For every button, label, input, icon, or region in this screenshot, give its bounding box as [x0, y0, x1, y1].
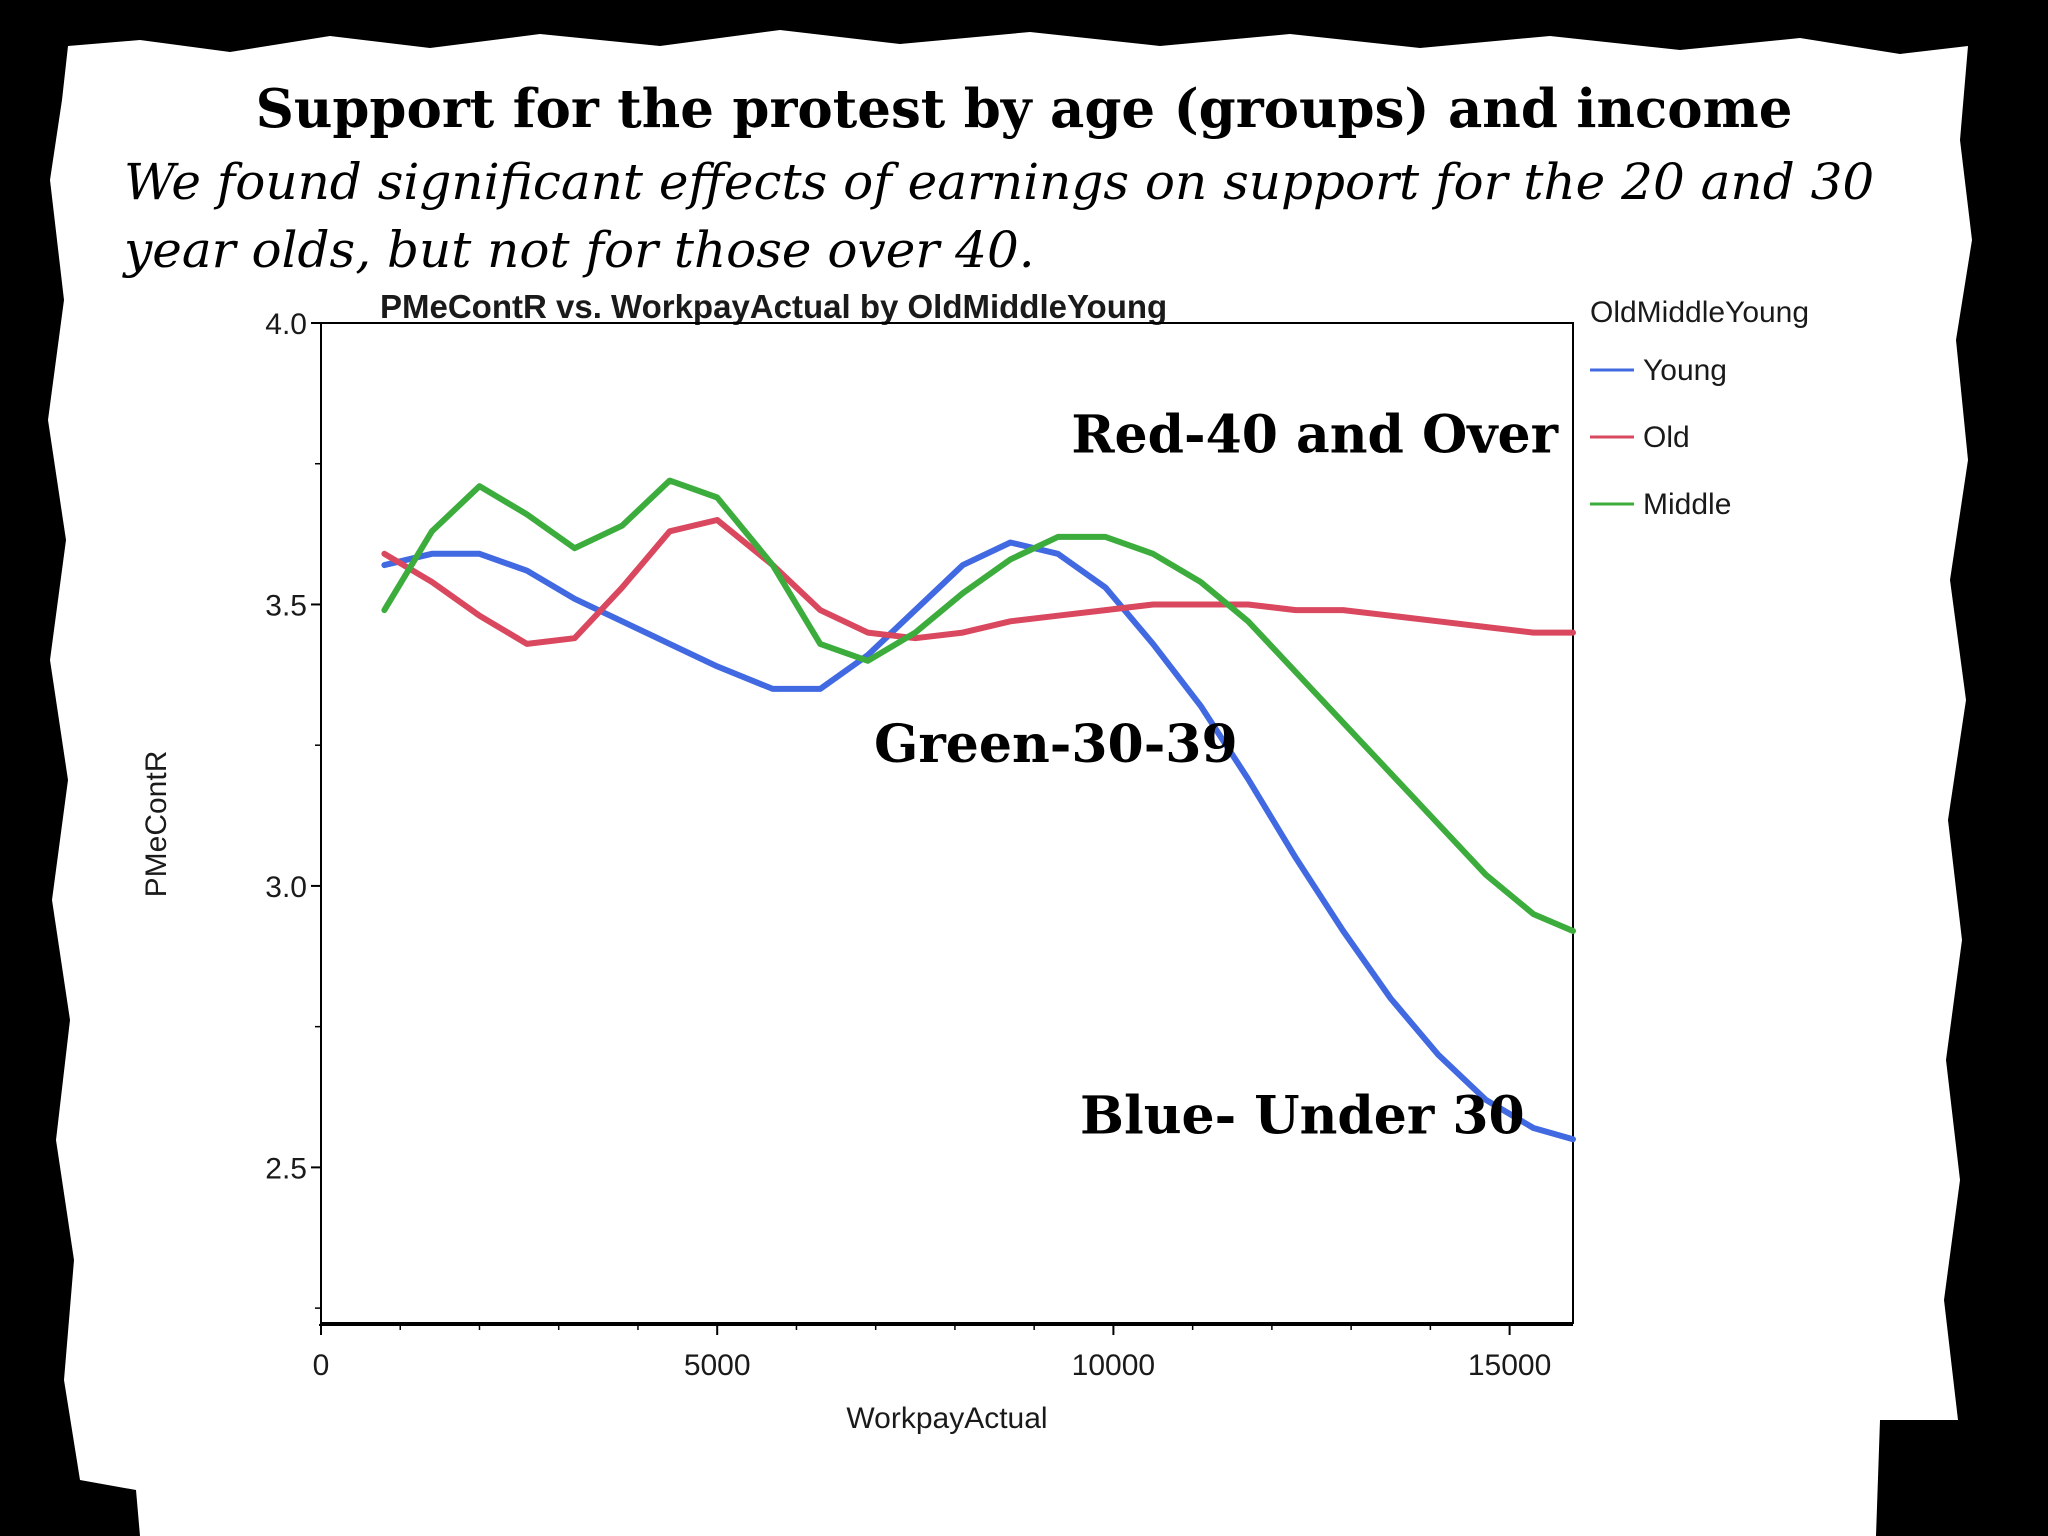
slide-title: Support for the protest by age (groups) … [255, 78, 1793, 140]
legend-title: OldMiddleYoung [1590, 296, 1809, 329]
plot-frame [320, 322, 1574, 1324]
series-line-old [381, 517, 1576, 647]
y-tick-label: 3.5 [265, 589, 307, 622]
y-tick-label: 4.0 [265, 308, 307, 341]
x-tick-label: 15000 [1468, 1349, 1551, 1382]
annotation-label: Green-30-39 [874, 714, 1238, 775]
x-tick-label: 0 [313, 1349, 330, 1382]
y-axis-label: PMeContR [140, 751, 173, 898]
annotations: Red-40 and Over Green-30-39 Blue- Under 30 [874, 404, 1559, 1146]
slide-subtitle: We found significant effects of earnings… [124, 153, 1875, 279]
y-tick-label: 2.5 [265, 1152, 307, 1185]
x-axis-label: WorkpayActual [846, 1402, 1047, 1435]
series-lines [381, 477, 1576, 1143]
legend-label-old: Old [1643, 421, 1690, 454]
y-tick-label: 3.0 [265, 871, 307, 904]
chart-title: PMeContR vs. WorkpayActual by OldMiddleY… [380, 288, 1167, 325]
series-line-middle [381, 477, 1576, 934]
y-axis-ticks: 2.5 3.0 3.5 4.0 [265, 308, 321, 1309]
series-line-young [381, 539, 1576, 1143]
legend-label-middle: Middle [1643, 488, 1731, 521]
legend: OldMiddleYoung Young Old Middle [1590, 296, 1809, 521]
annotation-label: Blue- Under 30 [1080, 1086, 1525, 1147]
x-tick-label: 10000 [1072, 1349, 1155, 1382]
annotation-label: Red-40 and Over [1071, 404, 1558, 465]
x-axis-ticks: 0 5000 10000 15000 [313, 1325, 1551, 1382]
legend-label-young: Young [1643, 354, 1727, 387]
x-tick-label: 5000 [684, 1349, 751, 1382]
